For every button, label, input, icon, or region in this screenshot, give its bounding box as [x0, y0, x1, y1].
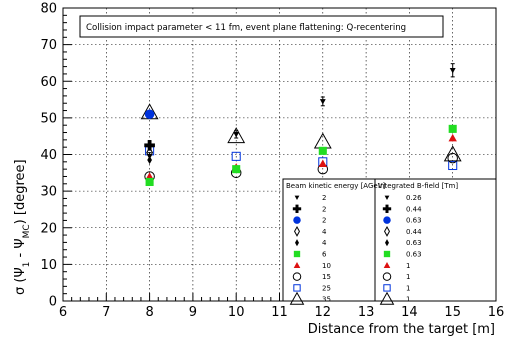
y-tick-label: 60	[40, 75, 57, 90]
legend-label-field: 1	[406, 296, 410, 304]
legend-marker-field	[383, 250, 391, 258]
legend-label-field: 1	[406, 262, 410, 270]
cross-bar-v	[385, 204, 389, 213]
y-tick-label: 70	[40, 38, 57, 53]
legend-label-field: 1	[406, 273, 410, 281]
data-point	[144, 140, 155, 151]
legend-label-energy: 10	[322, 262, 331, 270]
data-point	[448, 160, 458, 171]
x-axis-label: Distance from the target [m]	[308, 322, 495, 337]
cross-bar-v	[295, 204, 299, 213]
legend-header-field: Integrated B-field [Tm]	[378, 182, 458, 190]
data-point	[443, 145, 462, 162]
title-box	[79, 15, 444, 38]
data-point	[146, 154, 153, 160]
data-point	[145, 177, 154, 187]
legend-marker-energy	[294, 195, 300, 201]
legend-label-energy: 4	[322, 228, 327, 236]
legend-label-energy: 2	[322, 217, 326, 225]
legend-marker-field	[383, 216, 391, 224]
legend-marker-energy	[289, 291, 305, 305]
legend-label-energy: 25	[322, 284, 331, 292]
x-tick-label: 15	[444, 305, 461, 320]
x-tick-label: 7	[102, 305, 110, 320]
data-point	[233, 132, 240, 138]
x-tick-label: 9	[189, 305, 197, 320]
x-tick-label: 12	[315, 305, 332, 320]
x-tick-label: 13	[358, 305, 375, 320]
data-point	[231, 151, 241, 161]
data-point	[227, 127, 246, 144]
legend-marker-energy	[292, 204, 302, 213]
cross-bar-v	[147, 140, 152, 151]
legend-label-energy: 15	[322, 273, 331, 281]
legend-label-field: 0.63	[406, 239, 422, 247]
legend-label-field: 0.44	[406, 205, 422, 213]
y-tick-label: 30	[40, 185, 57, 200]
legend-marker-energy	[292, 272, 302, 281]
x-tick-label: 14	[401, 305, 418, 320]
legend-label-energy: 35	[322, 296, 331, 304]
data-point	[318, 146, 327, 155]
y-axis-label: σ (Ψ1 - ΨMC) [degree]	[13, 159, 32, 295]
x-tick-label: 10	[228, 305, 245, 320]
data-point	[319, 99, 326, 105]
legend-marker-field	[385, 239, 389, 247]
y-tick-label: 0	[49, 295, 57, 310]
legend-label-energy: 2	[322, 205, 326, 213]
legend-marker-field	[384, 195, 390, 201]
legend-marker-field	[382, 204, 392, 213]
data-point	[232, 165, 241, 174]
data-points	[140, 63, 462, 187]
legend-marker-energy	[294, 225, 300, 237]
data-point	[448, 124, 457, 133]
y-tick-label: 40	[40, 148, 57, 163]
legend-marker-field	[379, 291, 395, 305]
legend-rows: 2 0.26 2 0.44 2 0.63 4 0.44 4 0.63 6 0.63 10 1 15 1 25 1 3…	[289, 194, 422, 305]
legend-marker-field	[383, 284, 391, 292]
legend-label-field: 0.44	[406, 228, 422, 236]
legend-marker-energy	[293, 262, 301, 268]
legend-label-energy: 2	[322, 194, 326, 202]
legend-marker-field	[383, 262, 391, 268]
y-tick-label: 80	[40, 2, 57, 17]
y-tick-label: 10	[40, 258, 57, 273]
legend-marker-energy	[293, 284, 301, 292]
data-point	[447, 152, 458, 164]
data-point	[144, 109, 155, 119]
legend-marker-energy	[293, 216, 301, 224]
y-tick-label: 50	[40, 111, 57, 126]
x-tick-label: 16	[488, 305, 505, 320]
legend-marker-field	[382, 272, 392, 281]
x-tick-label: 6	[59, 305, 67, 320]
y-tick-label: 20	[40, 221, 57, 236]
legend-label-field: 1	[406, 284, 410, 292]
x-tick-label: 11	[271, 305, 288, 320]
data-point	[318, 159, 327, 168]
legend-label-field: 0.63	[406, 217, 422, 225]
data-point	[449, 67, 456, 74]
legend-label-field: 0.63	[406, 251, 422, 259]
legend-label-field: 0.26	[406, 194, 422, 202]
legend-box	[282, 178, 497, 302]
x-tick-label: 8	[145, 305, 153, 320]
legend-marker-field	[384, 225, 390, 237]
legend: Beam kinetic energy [AGeV] Integrated B-…	[282, 178, 497, 305]
legend-marker-energy	[295, 239, 299, 247]
chart-title: Collision impact parameter < 11 fm, even…	[86, 23, 406, 33]
legend-header-energy: Beam kinetic energy [AGeV]	[286, 182, 385, 190]
legend-label-energy: 6	[322, 251, 327, 259]
legend-label-energy: 4	[322, 239, 327, 247]
legend-marker-energy	[293, 250, 301, 258]
data-point	[448, 133, 457, 142]
